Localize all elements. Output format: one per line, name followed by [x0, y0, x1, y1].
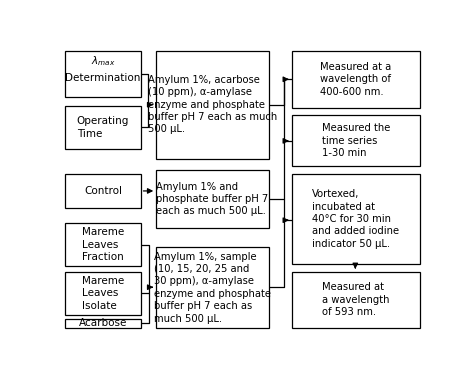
Text: Amylum 1%, sample
(10, 15, 20, 25 and
30 ppm), α-amylase
enzyme and phosphate
bu: Amylum 1%, sample (10, 15, 20, 25 and 30…	[154, 251, 271, 324]
Text: Measured the
time series
1-30 min: Measured the time series 1-30 min	[321, 124, 390, 158]
Text: Measured at
a wavelength
of 593 nm.: Measured at a wavelength of 593 nm.	[322, 282, 390, 317]
Bar	[65, 174, 141, 208]
Bar	[156, 247, 268, 328]
Bar	[292, 115, 419, 166]
Text: Amylum 1% and
phosphate buffer pH 7
each as much 500 μL.: Amylum 1% and phosphate buffer pH 7 each…	[156, 182, 268, 217]
Text: Control: Control	[84, 186, 122, 196]
Bar	[156, 51, 268, 158]
Text: Determination: Determination	[65, 73, 141, 83]
Bar	[65, 319, 141, 328]
Text: Acarbose: Acarbose	[79, 318, 127, 328]
Bar	[65, 106, 141, 148]
Bar	[65, 223, 141, 266]
Text: Mareme
Leaves
Fraction: Mareme Leaves Fraction	[82, 227, 124, 262]
Bar	[292, 174, 419, 264]
Bar	[65, 51, 141, 97]
Bar	[292, 272, 419, 328]
Text: Measured at a
wavelength of
400-600 nm.: Measured at a wavelength of 400-600 nm.	[320, 62, 392, 97]
Text: Mareme
Leaves
Isolate: Mareme Leaves Isolate	[82, 276, 124, 311]
Text: Vortexed,
incubated at
40°C for 30 min
and added iodine
indicator 50 μL.: Vortexed, incubated at 40°C for 30 min a…	[312, 189, 399, 249]
Text: Amylum 1%, acarbose
(10 ppm), α-amylase
enzyme and phosphate
buffer pH 7 each as: Amylum 1%, acarbose (10 ppm), α-amylase …	[148, 75, 277, 135]
Bar	[292, 51, 419, 108]
Bar	[156, 170, 268, 228]
Text: $\lambda_{max}$: $\lambda_{max}$	[91, 55, 115, 68]
Text: Operating
Time: Operating Time	[77, 116, 129, 139]
Bar	[65, 272, 141, 315]
